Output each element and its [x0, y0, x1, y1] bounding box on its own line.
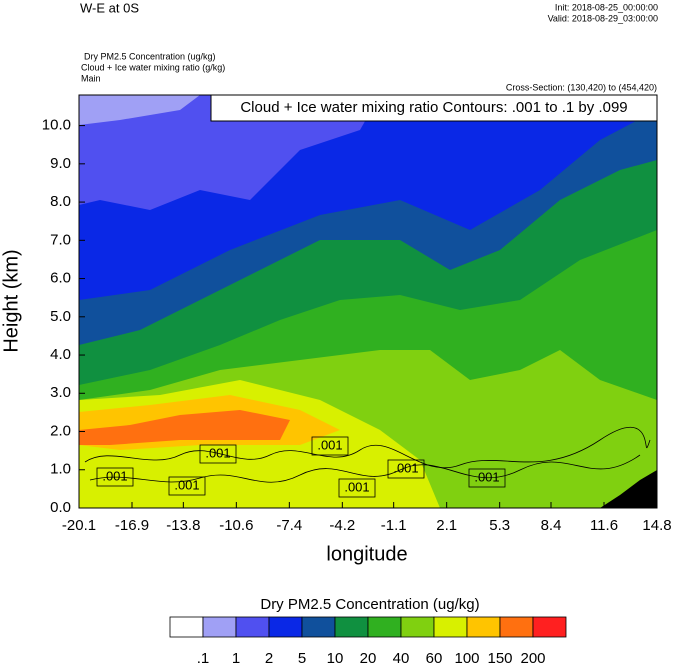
colorbar-swatch: [268, 616, 303, 638]
contour-label-box: [168, 476, 206, 496]
y-tick-label: 5.0: [50, 308, 71, 325]
y-tick-label: 4.0: [50, 346, 71, 363]
colorbar-title: Dry PM2.5 Concentration (ug/kg): [260, 596, 479, 613]
x-axis-label: longitude: [326, 543, 407, 565]
colorbar-label: 100: [454, 650, 479, 667]
x-tick-label: 11.6: [590, 517, 618, 534]
valid-time: Valid: 2018-08-29_03:00:00: [548, 13, 658, 23]
x-tick-label: 8.4: [541, 517, 562, 534]
y-tick-label: 10.0: [42, 117, 71, 134]
y-tick-label: 7.0: [50, 231, 71, 248]
colorbar-swatch: [433, 616, 468, 638]
annotation: Cloud + Ice water mixing ratio Contours:…: [240, 99, 627, 116]
subtitle: Main: [81, 73, 101, 83]
init-time: Init: 2018-08-25_00:00:00: [555, 2, 658, 12]
contour-label: .001: [102, 468, 127, 483]
colorbar-swatch: [532, 616, 567, 638]
field: [79, 95, 657, 508]
colorbar-swatch: [169, 616, 204, 638]
y-tick-label: 9.0: [50, 155, 71, 172]
x-tick-label: -13.8: [166, 517, 200, 534]
colorbar-label: 20: [360, 650, 377, 667]
subtitle: Dry PM2.5 Concentration (ug/kg): [84, 51, 216, 61]
contour-label: .001: [205, 445, 230, 460]
contour-label-box: [387, 459, 425, 479]
contour-label-box: [468, 468, 506, 488]
colorbar-swatch: [499, 616, 534, 638]
colorbar-label: 40: [393, 650, 410, 667]
y-tick-label: 2.0: [50, 422, 71, 439]
contour-label-box: [311, 436, 349, 456]
colorbar-swatch: [466, 616, 501, 638]
colorbar-swatch: [334, 616, 369, 638]
x-tick-label: -20.1: [62, 517, 96, 534]
contour-label-box: [96, 467, 134, 487]
colorbar-label: .1: [197, 650, 210, 667]
colorbar-swatch: [235, 616, 270, 638]
y-tick-label: 1.0: [50, 461, 71, 478]
x-tick-label: -16.9: [115, 517, 149, 534]
y-tick-label: 0.0: [50, 499, 71, 516]
x-tick-label: -4.2: [329, 517, 355, 534]
contour-label-box: [199, 444, 237, 464]
colorbar-swatch: [367, 616, 402, 638]
y-tick-label: 6.0: [50, 270, 71, 287]
y-tick-label: 8.0: [50, 193, 71, 210]
y-axis-label: Height (km): [0, 249, 22, 352]
x-tick-label: 14.8: [642, 517, 671, 534]
contour-label: .001: [344, 479, 369, 494]
colorbar-label: 5: [298, 650, 306, 667]
contour-label-box: [338, 478, 376, 498]
subtitle: Cloud + Ice water mixing ratio (g/kg): [81, 62, 225, 72]
contour-label: .001: [393, 460, 418, 475]
contour-label: .001: [174, 477, 199, 492]
annotation-box: [210, 94, 658, 122]
colorbar-swatch: [301, 616, 336, 638]
colorbar-label: 2: [265, 650, 273, 667]
colorbar-label: 60: [426, 650, 443, 667]
colorbar-label: 10: [327, 650, 344, 667]
x-tick-label: -7.4: [276, 517, 302, 534]
x-tick-label: -1.1: [381, 517, 407, 534]
header-title: W-E at 0S: [80, 0, 139, 15]
colorbar-swatch: [202, 616, 237, 638]
contour-label: .001: [317, 437, 342, 452]
x-tick-label: -10.6: [219, 517, 253, 534]
x-tick-label: 2.1: [436, 517, 457, 534]
x-tick-label: 5.3: [489, 517, 510, 534]
colorbar-label: 1: [232, 650, 240, 667]
y-tick-label: 3.0: [50, 384, 71, 401]
cross-section: Cross-Section: (130,420) to (454,420): [506, 82, 657, 92]
contour-label: .001: [474, 469, 499, 484]
colorbar-label: 200: [520, 650, 545, 667]
colorbar-label: 150: [487, 650, 512, 667]
colorbar-swatch: [400, 616, 435, 638]
